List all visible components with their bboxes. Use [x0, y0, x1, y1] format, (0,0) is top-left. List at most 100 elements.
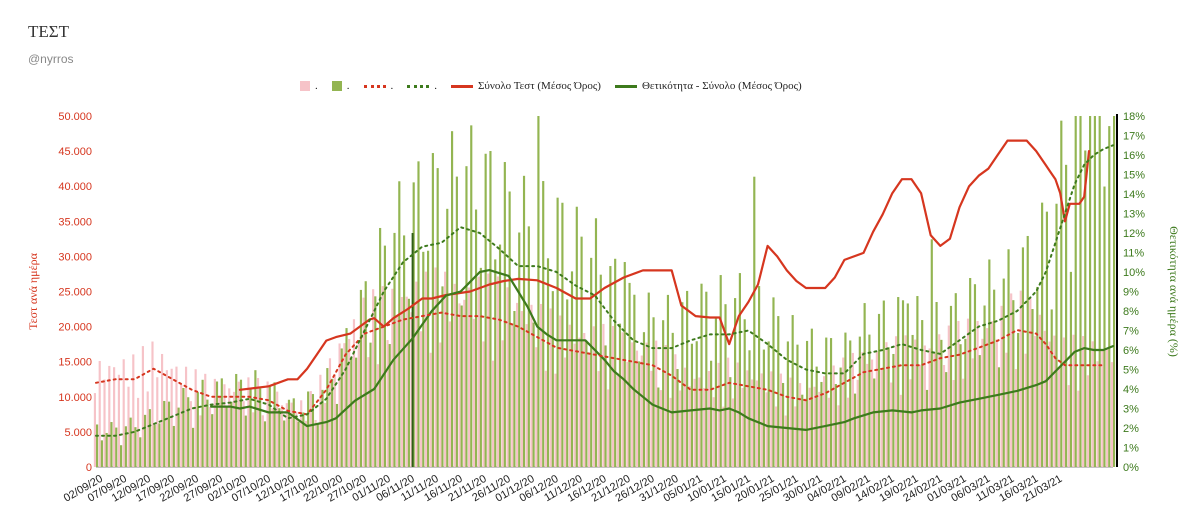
test-bar: [827, 397, 830, 467]
positivity-bar: [441, 286, 444, 467]
positivity-bar: [585, 340, 588, 467]
test-bar: [204, 373, 207, 467]
test-bar: [909, 379, 912, 467]
test-bar: [635, 350, 639, 467]
test-bar: [727, 357, 730, 467]
left-tick-label: 50.000: [58, 111, 92, 123]
test-bar: [362, 297, 365, 467]
test-bar: [237, 381, 240, 467]
right-tick-label: 15%: [1123, 170, 1145, 182]
positivity-bar: [182, 388, 185, 467]
positivity-bar: [355, 357, 358, 467]
positivity-bar: [1017, 332, 1020, 467]
legend-label: .: [434, 80, 437, 92]
test-bar: [736, 362, 739, 467]
positivity-bar: [551, 291, 554, 467]
positivity-bar: [335, 403, 339, 467]
test-bar: [391, 288, 394, 467]
positivity-bar: [969, 278, 972, 467]
test-bar: [650, 370, 653, 467]
positivity-bar: [753, 176, 756, 467]
legend-item[interactable]: .: [363, 80, 393, 92]
positivity-bar: [1103, 186, 1106, 467]
left-tick-label: 10.000: [58, 392, 92, 404]
right-tick-label: 13%: [1123, 209, 1145, 221]
legend-item[interactable]: .: [300, 80, 318, 92]
test-bar: [300, 400, 303, 467]
positivity-bar: [326, 368, 329, 467]
test-bar: [1014, 369, 1018, 467]
test-bar: [918, 364, 922, 467]
positivity-bar: [532, 322, 535, 467]
positivity-bar: [522, 175, 526, 467]
test-bar: [885, 342, 888, 467]
test-bar: [122, 359, 125, 467]
test-bar: [1086, 375, 1090, 467]
positivity-bar: [897, 297, 900, 467]
test-bar: [338, 343, 341, 467]
legend-item[interactable]: Θετικότητα - Σύνολο (Μέσος Όρος): [614, 80, 802, 92]
test-bar: [688, 386, 691, 467]
positivity-bar: [1026, 235, 1029, 467]
test-bar: [703, 387, 706, 467]
positivity-bar: [1031, 308, 1034, 467]
positivity-bar: [954, 293, 957, 467]
test-bar: [1029, 297, 1032, 467]
positivity-bar: [307, 391, 310, 467]
test-bar: [420, 331, 423, 467]
test-bar: [928, 348, 931, 467]
positivity-bar: [556, 197, 559, 467]
test-bar: [228, 388, 231, 467]
positivity-bar: [268, 386, 271, 467]
positivity-bar: [1084, 150, 1087, 467]
test-bar: [544, 370, 547, 467]
positivity-bar: [762, 349, 765, 467]
legend-item[interactable]: Σύνολο Τεστ (Μέσος Όρος): [451, 80, 601, 92]
test-bar: [559, 315, 562, 467]
test-bar: [880, 369, 883, 467]
test-bar: [1005, 352, 1008, 467]
left-tick-label: 35.000: [58, 216, 92, 228]
positivity-bar: [993, 289, 996, 467]
positivity-bar: [834, 384, 837, 467]
series-dotted-line-3: [95, 144, 1114, 437]
test-bar: [856, 379, 859, 467]
legend-item[interactable]: .: [407, 80, 437, 92]
positivity-bar: [863, 303, 866, 467]
positivity-bar: [839, 367, 842, 467]
test-bar: [573, 343, 576, 467]
test-bar: [1010, 293, 1013, 467]
positivity-bar: [455, 176, 458, 467]
positivity-bar: [225, 407, 228, 467]
positivity-bar: [945, 372, 948, 467]
test-bar: [842, 357, 845, 467]
right-tick-label: 1%: [1123, 443, 1139, 455]
legend-item[interactable]: .: [331, 80, 350, 92]
positivity-bar: [374, 296, 377, 467]
test-bar: [141, 346, 144, 467]
positivity-bar: [187, 397, 190, 467]
test-bar: [285, 403, 288, 467]
positivity-bar: [436, 168, 439, 467]
test-bar: [376, 364, 380, 467]
positivity-bar: [781, 382, 785, 467]
positivity-bar: [211, 414, 214, 467]
test-bar: [113, 367, 116, 467]
test-bar: [117, 374, 120, 467]
test-bar: [184, 366, 188, 467]
test-bar: [1043, 330, 1046, 467]
positivity-bar: [906, 303, 909, 467]
positivity-bar: [868, 334, 871, 467]
test-bar: [98, 360, 101, 467]
test-bar: [832, 365, 835, 467]
positivity-bar: [134, 427, 137, 467]
positivity-bar: [642, 332, 646, 467]
test-bar: [942, 365, 946, 467]
test-bar: [1082, 336, 1085, 467]
positivity-bar: [940, 339, 943, 467]
test-bar: [611, 325, 615, 467]
right-tick-label: 8%: [1123, 306, 1139, 318]
test-bar: [971, 358, 974, 467]
test-bar: [357, 344, 360, 467]
positivity-bar: [124, 426, 127, 467]
